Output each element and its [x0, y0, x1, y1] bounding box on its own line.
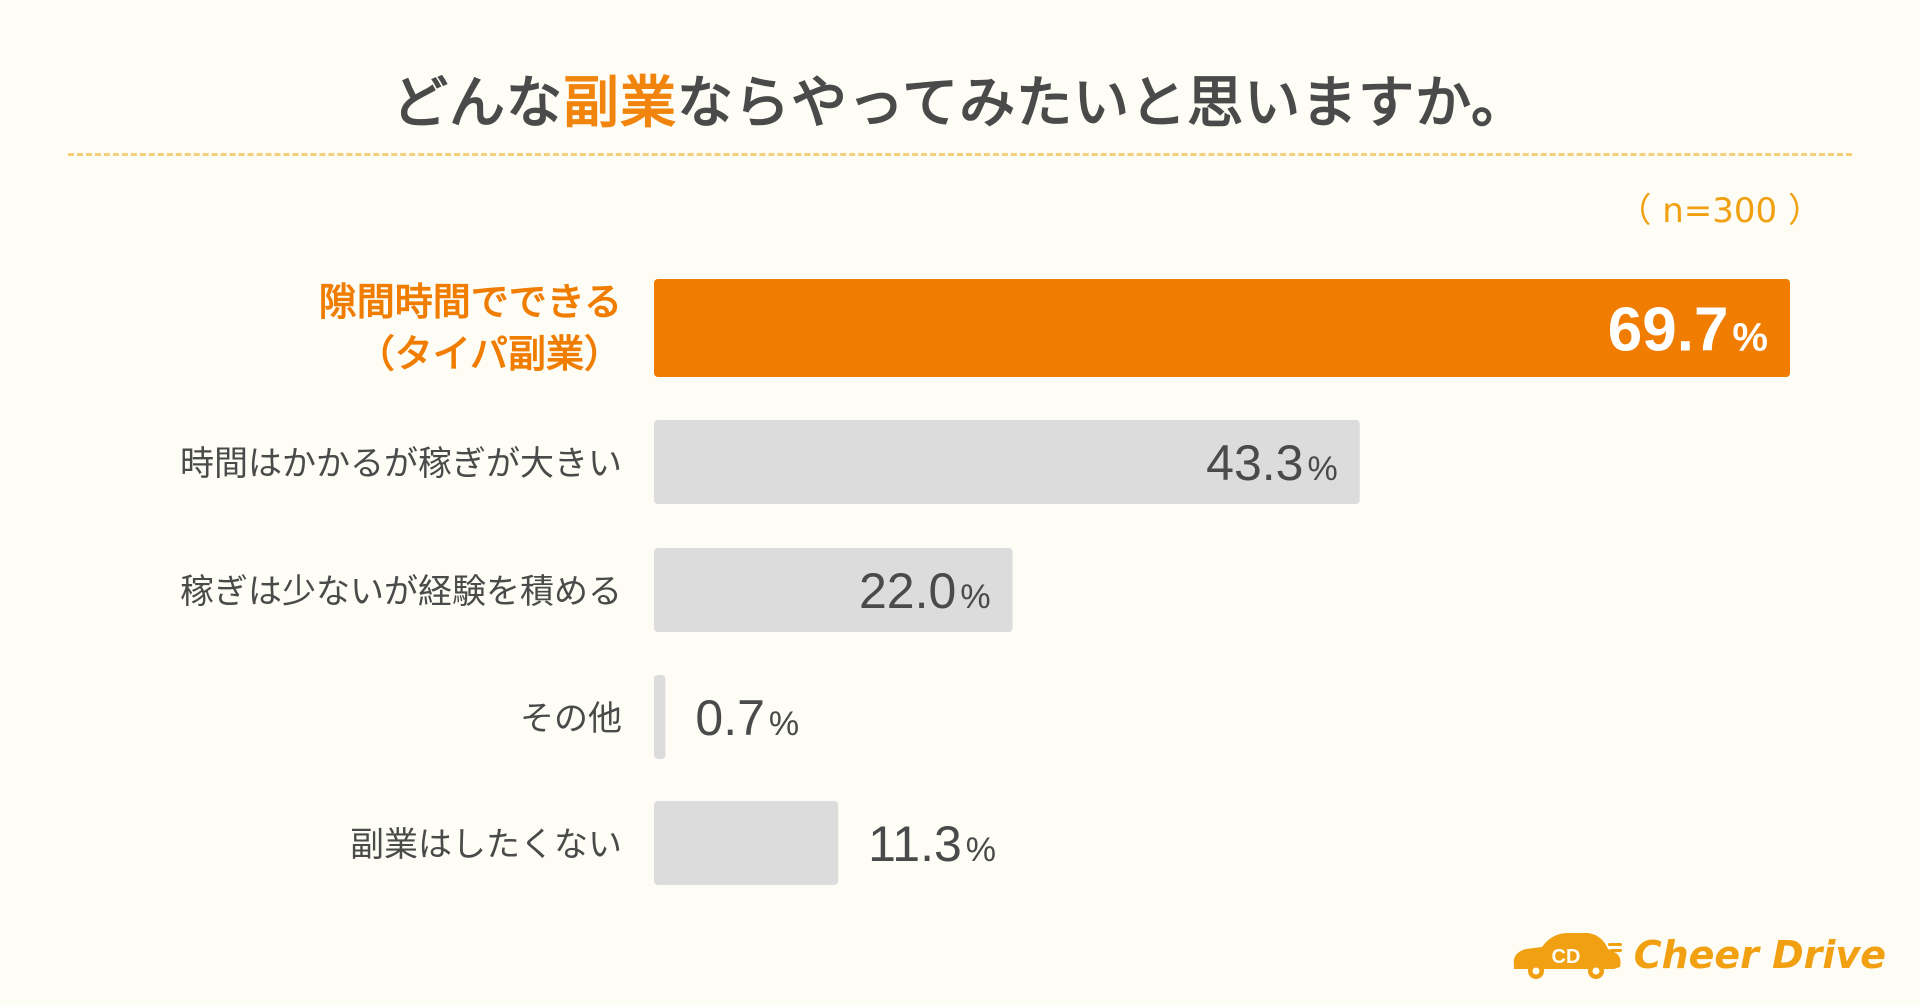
bar-2: [654, 548, 1013, 632]
value-number: 69.7: [1608, 295, 1729, 364]
sample-size: （ n=300 ）: [1617, 191, 1822, 231]
title-divider: [68, 153, 1852, 156]
title-highlight: 副業: [562, 71, 677, 136]
category-label-line: その他: [520, 699, 622, 739]
category-label-line: 稼ぎは少ないが経験を積める: [180, 572, 622, 612]
value-unit: %: [960, 578, 990, 616]
value-label-4: 11.3%: [868, 816, 996, 872]
value-label-2: 22.0%: [859, 563, 991, 619]
value-unit: %: [1307, 450, 1337, 488]
category-label-line: 隙間時間でできる: [319, 280, 622, 324]
bar-3: [654, 675, 666, 759]
value-number: 0.7: [695, 690, 765, 746]
chart-title: どんな副業ならやってみたいと思いますか。: [0, 58, 1920, 139]
bar-4: [654, 801, 839, 885]
category-label-1: 時間はかかるが稼ぎが大きい: [180, 444, 622, 484]
logo-icon-text: CD: [1551, 946, 1580, 968]
bar-0: [654, 279, 1790, 377]
category-label-3: その他: [520, 699, 622, 739]
brand-logo: CD Cheer Drive: [1506, 925, 1886, 985]
category-label-line: 時間はかかるが稼ぎが大きい: [180, 444, 622, 484]
value-unit: %: [1732, 315, 1768, 359]
category-label-4: 副業はしたくない: [350, 825, 622, 865]
value-label-3: 0.7%: [695, 690, 799, 746]
title-prefix: どんな: [391, 71, 563, 136]
value-number: 22.0: [859, 563, 956, 619]
value-unit: %: [966, 831, 996, 869]
value-number: 43.3: [1206, 435, 1303, 491]
category-label-line: 副業はしたくない: [350, 825, 622, 865]
value-label-1: 43.3%: [1206, 435, 1338, 491]
value-number: 11.3: [868, 816, 962, 872]
value-label-0: 69.7%: [1608, 295, 1768, 364]
category-label-2: 稼ぎは少ないが経験を積める: [180, 572, 622, 612]
value-unit: %: [769, 705, 799, 743]
category-label-line: （タイパ副業）: [357, 332, 622, 376]
category-label-0: 隙間時間でできる （タイパ副業）: [319, 280, 622, 376]
bar-1: [654, 420, 1360, 504]
title-suffix: ならやってみたいと思いますか。: [676, 71, 1529, 136]
car-icon: CD: [1513, 933, 1622, 979]
logo-text: Cheer Drive: [1633, 933, 1886, 977]
